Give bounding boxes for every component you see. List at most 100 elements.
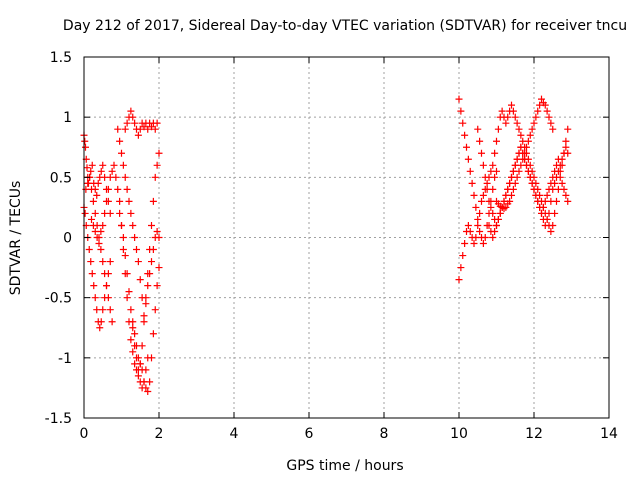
data-point — [148, 221, 155, 229]
data-point — [149, 197, 157, 205]
data-point — [562, 191, 570, 199]
y-axis-label: SDTVAR / TECUs — [8, 181, 24, 296]
y-tick-label: 0.5 — [50, 170, 72, 186]
data-point — [153, 161, 161, 169]
data-point — [155, 149, 163, 157]
x-tick-label: 2 — [155, 426, 164, 442]
data-point — [479, 191, 487, 199]
data-point — [116, 197, 124, 205]
data-point — [82, 143, 89, 151]
data-point — [110, 161, 118, 169]
data-point — [97, 318, 105, 326]
x-tick-label: 6 — [305, 426, 314, 442]
data-point — [112, 173, 120, 181]
data-point — [508, 191, 515, 199]
data-point — [131, 234, 139, 241]
data-point — [125, 288, 133, 296]
data-point — [524, 167, 532, 175]
data-point — [558, 179, 566, 187]
data-point — [515, 125, 523, 133]
data-point — [140, 123, 148, 131]
data-point — [97, 167, 105, 175]
y-tick-label: -1 — [58, 351, 72, 367]
data-point — [562, 143, 570, 151]
data-point — [562, 137, 570, 145]
data-point — [114, 125, 122, 133]
data-point — [526, 131, 534, 139]
data-point — [481, 234, 489, 241]
data-point — [151, 306, 159, 314]
data-point — [459, 252, 467, 260]
data-point — [461, 240, 469, 248]
x-axis-label: GPS time / hours — [286, 458, 403, 474]
data-point — [502, 203, 510, 211]
data-point — [543, 107, 551, 115]
data-point — [138, 294, 146, 302]
data-point — [530, 185, 538, 193]
data-point — [547, 227, 555, 235]
data-point — [472, 203, 480, 211]
y-tick-label: 0 — [63, 231, 72, 247]
data-point — [545, 209, 553, 217]
data-point — [119, 161, 127, 169]
data-point — [489, 161, 497, 169]
data-point — [133, 246, 140, 254]
data-point — [103, 282, 110, 290]
data-point — [543, 215, 551, 223]
data-point — [108, 167, 116, 175]
data-point — [513, 119, 521, 127]
data-point — [146, 378, 154, 386]
data-point — [457, 107, 465, 115]
data-point — [474, 221, 482, 229]
data-point — [90, 282, 98, 290]
data-point — [131, 119, 139, 127]
data-point — [457, 264, 465, 272]
data-point — [153, 119, 161, 127]
data-point — [131, 330, 139, 338]
data-point — [485, 221, 493, 229]
x-tick-label: 8 — [380, 426, 389, 442]
data-point — [88, 270, 96, 278]
data-point — [487, 167, 495, 175]
data-point — [560, 185, 568, 193]
data-point — [496, 209, 504, 217]
data-point — [136, 125, 144, 133]
data-point — [474, 215, 482, 223]
data-point — [93, 306, 101, 314]
data-point — [121, 125, 129, 133]
data-point — [146, 270, 154, 278]
data-point — [144, 282, 152, 290]
data-point — [476, 227, 484, 235]
data-point — [123, 294, 131, 302]
data-point — [99, 258, 107, 266]
data-point — [541, 197, 549, 205]
data-point — [494, 215, 502, 223]
data-point — [464, 221, 472, 229]
data-point — [151, 125, 159, 133]
data-point — [509, 185, 517, 193]
data-point — [88, 185, 95, 193]
data-point — [119, 234, 127, 241]
data-point — [125, 197, 133, 205]
data-point — [455, 95, 463, 103]
y-tick-label: 1 — [63, 110, 72, 126]
data-point — [87, 167, 95, 175]
data-point — [123, 185, 131, 193]
data-point — [116, 137, 124, 145]
data-point — [491, 149, 499, 157]
data-point — [89, 221, 97, 229]
data-point — [121, 252, 129, 260]
data-point — [541, 101, 549, 109]
data-point — [564, 125, 572, 133]
data-point — [155, 264, 163, 272]
data-point — [481, 173, 489, 181]
data-point — [129, 221, 137, 229]
data-point — [547, 119, 555, 127]
data-point — [87, 258, 95, 266]
data-point — [479, 161, 487, 169]
data-point — [468, 179, 476, 187]
data-point — [95, 240, 103, 248]
data-point — [101, 209, 109, 217]
data-point — [547, 179, 555, 187]
